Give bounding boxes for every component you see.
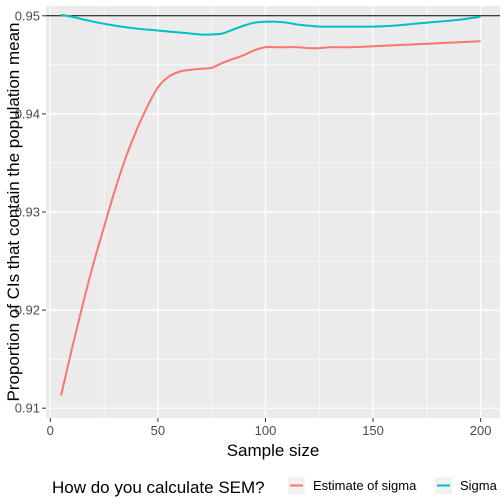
x-tick-label: 200	[470, 423, 492, 438]
y-tick-label: 0.95	[15, 8, 40, 23]
legend: How do you calculate SEM? Estimate of si…	[52, 477, 498, 497]
legend-label: Estimate of sigma	[313, 478, 417, 493]
x-tick-label: 100	[255, 423, 277, 438]
y-tick-label: 0.91	[15, 401, 40, 416]
x-tick-label: 0	[47, 423, 54, 438]
legend-title: How do you calculate SEM?	[52, 478, 265, 497]
series-line-estimate-of-sigma	[60, 40, 481, 396]
y-tick-label: 0.92	[15, 303, 40, 318]
legend-items: Estimate of sigma Sigma	[288, 477, 498, 494]
legend-label: Sigma	[460, 478, 498, 493]
x-axis-title: Sample size	[227, 441, 320, 460]
y-axis-title: Proportion of CIs that contain the popul…	[4, 23, 23, 402]
legend-item-estimate-of-sigma: Estimate of sigma	[288, 477, 417, 494]
tick-labels: 0 50 100 150 200 0.91 0.92 0.93 0.94 0.95	[15, 8, 492, 438]
x-tick-label: 50	[151, 423, 165, 438]
y-tick-label: 0.93	[15, 205, 40, 220]
series-line-sigma	[60, 13, 481, 36]
legend-item-sigma: Sigma	[435, 477, 498, 494]
series-layer	[60, 13, 481, 396]
y-tick-label: 0.94	[15, 106, 40, 121]
axis-ticks	[42, 15, 482, 422]
x-tick-label: 150	[362, 423, 384, 438]
